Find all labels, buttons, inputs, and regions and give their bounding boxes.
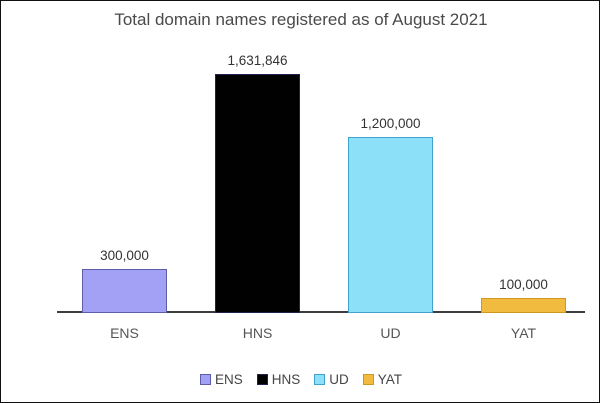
legend-swatch-ens <box>199 374 211 385</box>
bar-ens <box>82 269 167 313</box>
bar-yat <box>481 298 566 313</box>
value-label-yat: 100,000 <box>499 277 548 292</box>
bar-ud <box>348 137 433 313</box>
bar-hns <box>215 74 300 313</box>
legend-swatch-hns <box>256 374 268 385</box>
value-label-ens: 300,000 <box>100 248 149 263</box>
legend: ENS HNS UD YAT <box>1 371 599 388</box>
chart-title: Total domain names registered as of Augu… <box>114 10 488 29</box>
x-axis-label-ud: UD <box>380 325 401 341</box>
value-label-ud: 1,200,000 <box>360 116 421 131</box>
x-axis-label-ens: ENS <box>110 325 139 341</box>
legend-item-hns: HNS <box>256 371 301 388</box>
legend-label-ud: UD <box>329 372 349 387</box>
legend-label-hns: HNS <box>271 372 301 387</box>
x-axis-line <box>57 311 585 313</box>
legend-item-yat: YAT <box>362 371 403 388</box>
legend-swatch-ud <box>314 374 326 385</box>
x-axis-label-hns: HNS <box>242 325 273 341</box>
x-axis-label-yat: YAT <box>510 325 537 341</box>
legend-label-ens: ENS <box>214 372 243 387</box>
legend-swatch-yat <box>362 374 374 385</box>
value-label-hns: 1,631,846 <box>227 53 288 68</box>
legend-item-ud: UD <box>314 371 349 388</box>
legend-item-ens: ENS <box>199 371 243 388</box>
legend-label-yat: YAT <box>377 372 403 387</box>
